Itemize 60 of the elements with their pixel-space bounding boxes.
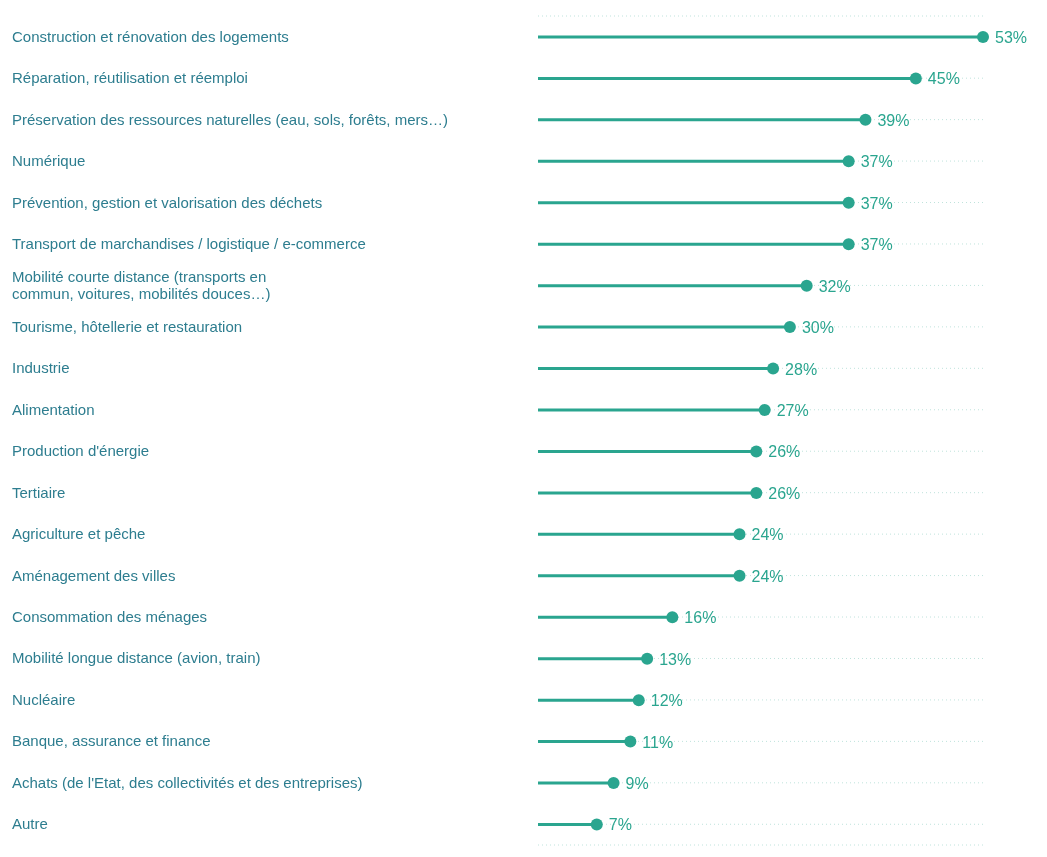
point [750, 445, 763, 458]
point [607, 777, 620, 790]
y-tick-label: Tertiaire [12, 483, 66, 501]
point [842, 196, 855, 209]
point [800, 279, 813, 292]
point [632, 694, 645, 707]
data-label: 11% [642, 733, 674, 751]
point [977, 30, 989, 43]
y-tick-label: Mobilité courte distance (transports en commun, voitures, mobilités douces…) [12, 268, 271, 303]
y-tick-label: Transport de marchandises / logistique / e-commerce [12, 234, 366, 252]
point [733, 569, 746, 582]
point [783, 321, 796, 334]
data-label: 28% [785, 360, 818, 378]
data-label: 37% [860, 153, 893, 171]
y-tick-label: Autre [12, 815, 48, 833]
data-label: 37% [860, 236, 893, 254]
y-tick-label: Réparation, réutilisation et réemploi [12, 69, 248, 87]
y-tick-label: Prévention, gestion et valorisation des déchets [12, 193, 323, 211]
y-tick-label: Banque, assurance et finance [12, 732, 211, 750]
y-tick-label: Préservation des ressources naturelles (eau, sols, forêts, mers…) [12, 110, 449, 128]
data-label: 24% [751, 567, 784, 585]
data-label: 13% [659, 650, 692, 668]
data-label: 12% [650, 692, 683, 710]
y-tick-label: Consommation des ménages [12, 608, 208, 626]
data-label: 26% [768, 443, 801, 461]
point [859, 113, 872, 126]
y-tick-label: Aménagement des villes [12, 566, 176, 584]
y-tick-label: Agriculture et pêche [12, 525, 146, 543]
y-tick-label: Industrie [12, 359, 70, 377]
data-label: 53% [995, 28, 1028, 46]
point [590, 818, 603, 831]
point [733, 528, 746, 541]
data-label: 24% [751, 526, 784, 544]
point [767, 362, 780, 375]
data-label: 45% [927, 70, 960, 88]
y-tick-label: Construction et rénovation des logements [12, 27, 289, 45]
point [641, 652, 654, 665]
point [750, 486, 763, 499]
point [842, 155, 855, 168]
y-tick-label: Mobilité longue distance (avion, train) [12, 649, 261, 667]
point [909, 72, 922, 85]
data-label: 16% [684, 609, 717, 627]
y-tick-label: Numérique [12, 152, 86, 170]
y-tick-label: Achats (de l'Etat, des collectivités et des entreprises) [12, 773, 363, 791]
data-label: 27% [776, 401, 809, 419]
data-label: 26% [768, 484, 801, 502]
y-tick-label: Tourisme, hôtellerie et restauration [12, 317, 243, 335]
y-tick-label: Nucléaire [12, 690, 76, 708]
point [758, 403, 771, 416]
data-label: 9% [625, 775, 649, 793]
data-label: 7% [608, 816, 632, 834]
data-label: 39% [877, 111, 910, 129]
point [842, 238, 855, 251]
point [624, 735, 637, 748]
point [666, 611, 679, 624]
data-label: 30% [801, 319, 834, 337]
y-tick-label: Alimentation [12, 400, 95, 418]
y-tick-label: Production d'énergie [12, 442, 150, 460]
data-label: 32% [818, 277, 851, 295]
data-label: 37% [860, 194, 893, 212]
